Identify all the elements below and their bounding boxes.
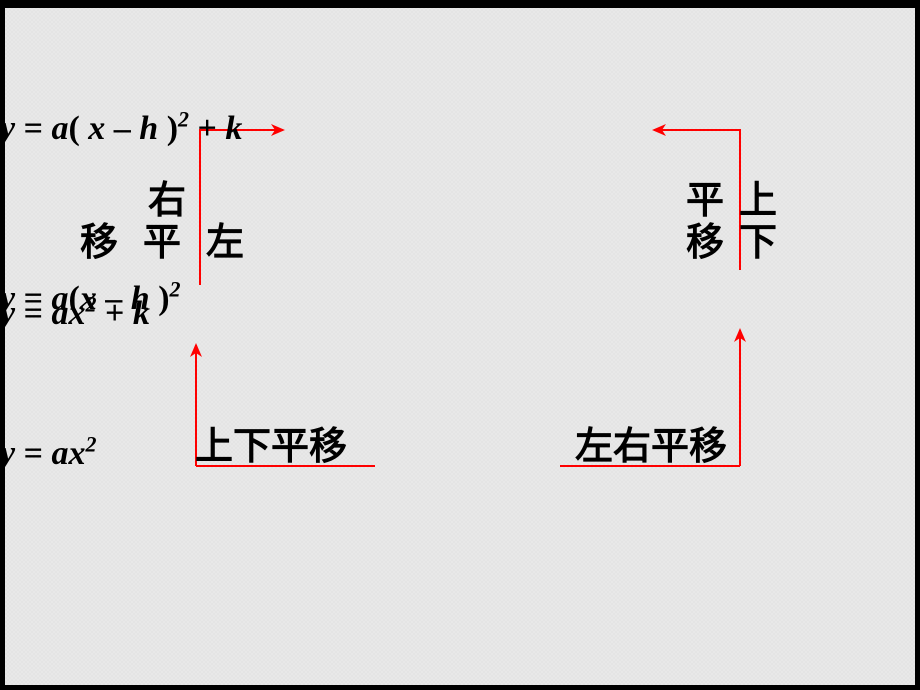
frame-border-right — [915, 0, 920, 690]
exp-2: 2 — [85, 432, 96, 457]
exp-2: 2 — [178, 107, 189, 132]
var-x: x — [80, 280, 97, 317]
label-bottom-right: 左右平移 — [575, 415, 727, 470]
op-eq: = — [24, 280, 52, 317]
var-x: x — [68, 435, 85, 472]
var-h: h — [131, 280, 150, 317]
var-y: y — [0, 435, 15, 472]
label-right-bottom-row: 移 下 — [686, 222, 777, 266]
formula-top: y = a( x – h )2 + k — [0, 110, 242, 148]
var-h: h — [139, 110, 158, 147]
formula-bottom: y = ax2 — [0, 435, 96, 473]
coef-a: a — [51, 435, 68, 472]
label-right-top-row: 平 上 — [686, 180, 777, 224]
coef-a: a — [51, 110, 68, 147]
frame-border-left — [0, 0, 5, 690]
coef-a: a — [51, 280, 68, 317]
frame-border-bottom — [0, 685, 920, 690]
label-left-top-row: 右 — [148, 180, 186, 224]
arrow-layer — [0, 0, 920, 690]
op-eq: = — [24, 110, 52, 147]
frame-border-top — [0, 0, 920, 8]
label-bottom-left: 上下平移 — [195, 415, 347, 470]
var-k: k — [225, 110, 242, 147]
op-eq: = — [24, 435, 52, 472]
exp-2: 2 — [170, 277, 181, 302]
var-y: y — [0, 110, 15, 147]
var-x: x — [88, 110, 105, 147]
label-left-bottom-row: 移 平 左 — [80, 222, 244, 266]
var-y: y — [0, 280, 15, 317]
formula-right: y = a(x – h )2 — [0, 280, 181, 318]
